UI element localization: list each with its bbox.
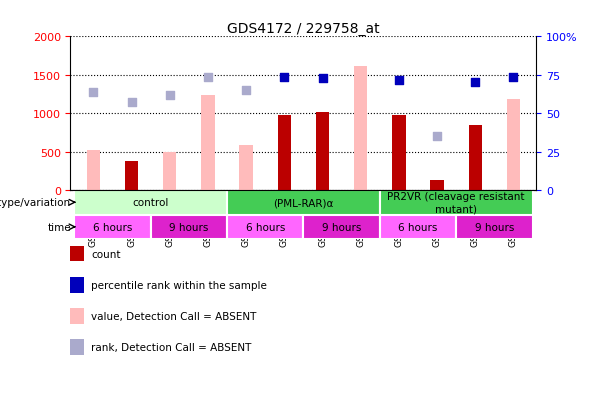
Point <box>242 88 251 95</box>
Text: 6 hours: 6 hours <box>398 222 438 232</box>
Bar <box>151 215 227 240</box>
Bar <box>86 151 100 190</box>
Bar <box>201 96 215 190</box>
Bar <box>316 113 329 190</box>
Text: 6 hours: 6 hours <box>93 222 132 232</box>
Bar <box>468 126 482 190</box>
Point <box>318 76 327 82</box>
Bar <box>227 215 303 240</box>
Bar <box>227 190 380 215</box>
Point <box>203 75 213 81</box>
Text: time: time <box>47 222 71 232</box>
Title: GDS4172 / 229758_at: GDS4172 / 229758_at <box>227 22 379 36</box>
Text: 9 hours: 9 hours <box>169 222 208 232</box>
Point <box>127 100 137 106</box>
Text: rank, Detection Call = ABSENT: rank, Detection Call = ABSENT <box>91 342 252 352</box>
Point <box>470 79 480 86</box>
Text: value, Detection Call = ABSENT: value, Detection Call = ABSENT <box>91 311 257 321</box>
Bar <box>278 116 291 190</box>
Bar <box>354 67 367 190</box>
Bar <box>303 215 380 240</box>
Text: (PML-RAR)α: (PML-RAR)α <box>273 198 333 208</box>
Bar <box>392 116 406 190</box>
Point <box>280 74 289 81</box>
Bar <box>163 152 177 190</box>
Text: 9 hours: 9 hours <box>474 222 514 232</box>
Text: 9 hours: 9 hours <box>322 222 361 232</box>
Text: 6 hours: 6 hours <box>246 222 285 232</box>
Bar <box>125 162 139 190</box>
Text: PR2VR (cleavage resistant
mutant): PR2VR (cleavage resistant mutant) <box>387 192 525 214</box>
Bar <box>430 181 444 190</box>
Bar <box>380 190 533 215</box>
Text: control: control <box>132 198 169 208</box>
Point <box>432 133 442 140</box>
Bar <box>507 100 520 190</box>
Text: genotype/variation: genotype/variation <box>0 198 71 208</box>
Bar <box>240 146 253 190</box>
Text: count: count <box>91 249 121 259</box>
Text: percentile rank within the sample: percentile rank within the sample <box>91 280 267 290</box>
Point <box>394 78 404 84</box>
Point <box>165 92 175 99</box>
Point <box>88 90 98 96</box>
Bar <box>74 215 151 240</box>
Bar <box>74 190 227 215</box>
Bar <box>380 215 456 240</box>
Bar <box>456 215 533 240</box>
Point <box>509 75 519 81</box>
